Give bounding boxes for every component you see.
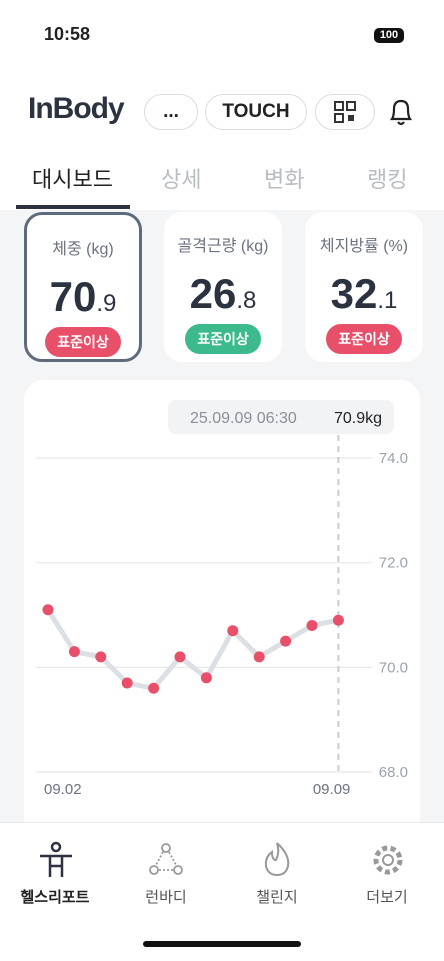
tooltip-date: 25.09.09 06:30 [190, 410, 297, 427]
tab[interactable]: 랭킹 [367, 167, 408, 192]
card-title: 골격근량 (kg) [177, 238, 269, 255]
nav-icon [373, 845, 403, 875]
y-tick-label: 68.0 [379, 764, 408, 781]
point [42, 604, 54, 616]
card-title: 체중 (kg) [52, 241, 114, 258]
metric-card[interactable]: 골격근량 (kg) 26.8 표준이상 [164, 212, 282, 362]
nav-icon [149, 843, 183, 875]
chart-card [24, 380, 420, 840]
tab[interactable]: 상세 [161, 167, 202, 192]
point [148, 682, 160, 694]
point [200, 672, 212, 684]
value-int: 26 [189, 270, 237, 317]
point [68, 646, 80, 658]
nav-label[interactable]: 헬스리포트 [20, 889, 90, 906]
value-dec: .1 [377, 287, 398, 314]
point [306, 619, 318, 631]
nav-label[interactable]: 런바디 [145, 889, 187, 906]
point [332, 614, 344, 626]
badge: 표준이상 [45, 327, 121, 357]
time: 10:58 [44, 24, 91, 44]
y-tick-label: 74.0 [379, 450, 408, 467]
qr-button[interactable] [315, 94, 375, 130]
nav-icon [264, 842, 290, 877]
tab-indicator [16, 205, 130, 209]
home-indicator [143, 941, 301, 947]
badge: 표준이상 [326, 324, 402, 354]
point [280, 635, 292, 647]
y-tick-label: 70.0 [379, 659, 408, 676]
logo[interactable]: InBody [28, 92, 125, 125]
card-value: 26.8 [164, 270, 282, 318]
metric-card[interactable]: 체중 (kg) 70.9 표준이상 [24, 212, 142, 362]
chart: 74.0 72.0 70.0 68.0 25.09.09 06:30 70.9kg 09.0… [36, 400, 408, 798]
more-button[interactable]: ... [144, 94, 198, 130]
tooltip-value: 70.9kg [334, 410, 382, 427]
value-int: 32 [330, 270, 378, 317]
metric-card[interactable]: 체지방률 (%) 32.1 표준이상 [305, 212, 423, 362]
badge: 표준이상 [185, 324, 261, 354]
point [174, 651, 186, 663]
nav-label[interactable]: 챌린지 [256, 889, 298, 906]
point [253, 651, 265, 663]
bottom-nav [0, 822, 444, 961]
y-tick-label: 72.0 [379, 555, 408, 572]
value-int: 70 [49, 273, 97, 320]
line [45, 608, 339, 691]
point [121, 677, 133, 689]
point [227, 625, 239, 637]
x-tick-label: 09.09 [313, 781, 351, 798]
card-value: 32.1 [305, 270, 423, 318]
battery: 100 [374, 28, 404, 43]
tab[interactable]: 대시보드 [32, 167, 113, 192]
card-title: 체지방률 (%) [319, 238, 409, 255]
tab[interactable]: 변화 [264, 167, 305, 192]
card-value: 70.9 [27, 273, 139, 321]
bell-icon[interactable] [386, 96, 416, 128]
nav-label[interactable]: 더보기 [366, 889, 408, 906]
x-tick-label: 09.02 [44, 781, 82, 798]
touch-button[interactable]: TOUCH [205, 94, 307, 130]
value-dec: .8 [236, 287, 257, 314]
value-dec: .9 [96, 290, 117, 317]
qr-icon [334, 101, 356, 123]
tooltip [168, 400, 394, 434]
nav-icon [40, 841, 72, 877]
point [95, 651, 107, 663]
